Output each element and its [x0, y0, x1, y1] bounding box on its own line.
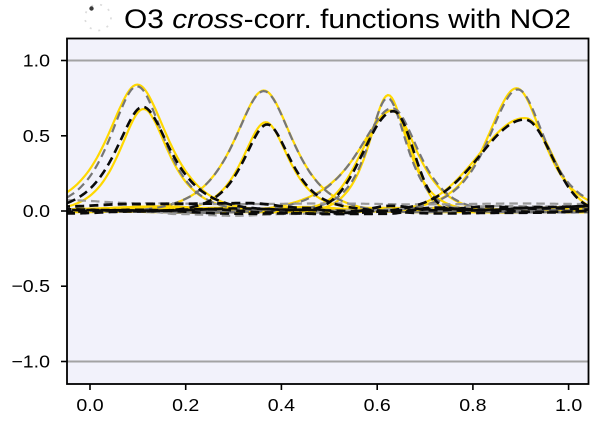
- svg-text:0.5: 0.5: [23, 126, 50, 146]
- svg-text:0.0: 0.0: [23, 201, 50, 221]
- svg-text:O3 cross-corr. functions with: O3 cross-corr. functions with NO2: [124, 4, 571, 34]
- svg-text:−0.5: −0.5: [11, 276, 50, 296]
- svg-text:1.0: 1.0: [555, 395, 582, 415]
- svg-text:0.2: 0.2: [172, 395, 199, 415]
- svg-text:1.0: 1.0: [23, 50, 50, 70]
- svg-text:−1.0: −1.0: [11, 351, 50, 371]
- svg-text:0.4: 0.4: [268, 395, 295, 415]
- svg-text:0.8: 0.8: [459, 395, 486, 415]
- svg-text:0.6: 0.6: [364, 395, 391, 415]
- svg-text:0.0: 0.0: [76, 395, 103, 415]
